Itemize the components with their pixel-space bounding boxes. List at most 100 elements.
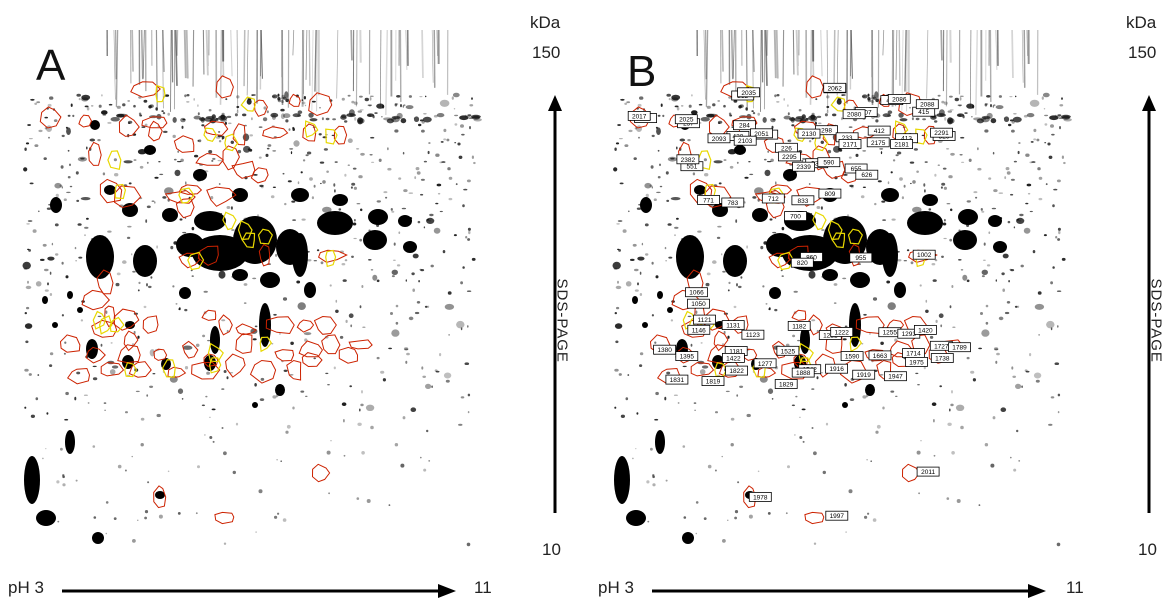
protein-spot — [925, 309, 929, 313]
svg-text:833: 833 — [797, 198, 808, 205]
protein-spot — [912, 180, 916, 184]
protein-spot — [202, 334, 206, 338]
protein-spot — [880, 341, 884, 345]
svg-text:2181: 2181 — [894, 142, 909, 149]
major-protein-spot — [291, 188, 309, 202]
protein-spot — [357, 422, 362, 426]
protein-spot — [981, 275, 985, 278]
protein-spot — [1056, 290, 1062, 293]
svg-text:955: 955 — [855, 255, 866, 262]
protein-spot — [653, 198, 657, 201]
protein-spot — [1033, 138, 1037, 141]
protein-spot — [774, 308, 778, 312]
protein-spot — [664, 396, 667, 401]
protein-spot — [255, 531, 257, 533]
protein-spot — [301, 99, 304, 101]
protein-spot — [871, 100, 874, 104]
protein-spot — [25, 142, 30, 145]
major-protein-spot — [769, 287, 781, 299]
protein-spot — [1013, 113, 1017, 115]
protein-spot — [660, 103, 663, 107]
protein-spot — [649, 184, 653, 187]
protein-spot — [105, 532, 108, 535]
protein-spot — [746, 245, 748, 249]
protein-spot — [97, 139, 101, 142]
protein-spot — [882, 406, 885, 410]
smear-streak — [243, 29, 246, 87]
svg-text:1947: 1947 — [888, 374, 903, 381]
protein-spot — [938, 313, 944, 319]
protein-spot — [981, 329, 990, 337]
protein-spot — [695, 501, 699, 504]
protein-spot — [767, 150, 770, 153]
smear-streak — [766, 29, 769, 56]
spot-outline-red — [317, 249, 348, 263]
protein-spot — [205, 395, 208, 398]
protein-spot — [47, 282, 49, 286]
protein-spot — [328, 492, 330, 495]
protein-spot — [232, 470, 236, 475]
spot-outline-red — [195, 152, 225, 166]
protein-spot — [1006, 301, 1011, 304]
protein-spot — [217, 159, 223, 162]
protein-spot — [349, 385, 353, 388]
protein-spot — [62, 483, 66, 487]
protein-spot — [60, 447, 63, 451]
protein-spot — [42, 457, 44, 460]
protein-spot — [1037, 167, 1041, 171]
protein-spot — [944, 218, 946, 222]
protein-spot — [114, 173, 119, 177]
protein-spot — [771, 398, 774, 400]
spot-outline-yellow — [325, 249, 337, 268]
spot-outline-red — [66, 367, 91, 385]
protein-spot — [666, 371, 671, 375]
protein-spot — [705, 282, 710, 287]
protein-spot — [991, 207, 997, 210]
smear-streak — [379, 29, 382, 107]
protein-spot — [398, 231, 401, 234]
spot-outline-red — [100, 361, 125, 377]
major-protein-spot — [86, 235, 114, 279]
svg-text:1380: 1380 — [657, 347, 672, 354]
protein-spot — [30, 414, 35, 418]
spot-outline-red — [262, 126, 289, 139]
svg-text:2093: 2093 — [712, 136, 727, 143]
protein-spot — [383, 117, 393, 121]
protein-spot — [442, 250, 446, 254]
protein-spot — [463, 188, 468, 191]
protein-spot — [645, 193, 649, 198]
protein-spot — [44, 268, 49, 272]
protein-spot — [265, 153, 269, 157]
protein-spot — [662, 114, 665, 118]
protein-spot — [27, 280, 29, 284]
protein-spot — [1026, 112, 1035, 118]
protein-spot — [674, 226, 679, 229]
protein-spot — [292, 219, 296, 221]
protein-spot — [45, 448, 47, 450]
protein-spot — [1005, 167, 1010, 171]
mw-arrow-b — [1142, 95, 1156, 513]
protein-spot — [699, 369, 706, 375]
protein-spot — [186, 101, 190, 103]
protein-spot — [941, 100, 945, 104]
protein-spot — [1020, 264, 1024, 268]
spot-number-label: 1002 — [912, 249, 936, 260]
protein-spot — [818, 122, 822, 125]
svg-text:412: 412 — [874, 128, 885, 135]
protein-spot — [466, 290, 472, 293]
protein-spot — [208, 416, 211, 418]
protein-spot — [218, 183, 221, 185]
protein-spot — [133, 330, 136, 335]
protein-spot — [682, 445, 686, 448]
protein-spot — [849, 184, 854, 188]
protein-spot — [727, 519, 729, 521]
protein-spot — [867, 99, 872, 103]
spot-outline-yellow — [257, 228, 273, 245]
major-protein-spot — [800, 326, 810, 354]
svg-text:700: 700 — [790, 214, 801, 221]
protein-spot — [417, 220, 421, 224]
protein-spot — [141, 126, 146, 128]
spot-outline-red — [222, 145, 240, 171]
protein-spot — [297, 302, 306, 310]
spot-outline-red — [274, 349, 295, 362]
